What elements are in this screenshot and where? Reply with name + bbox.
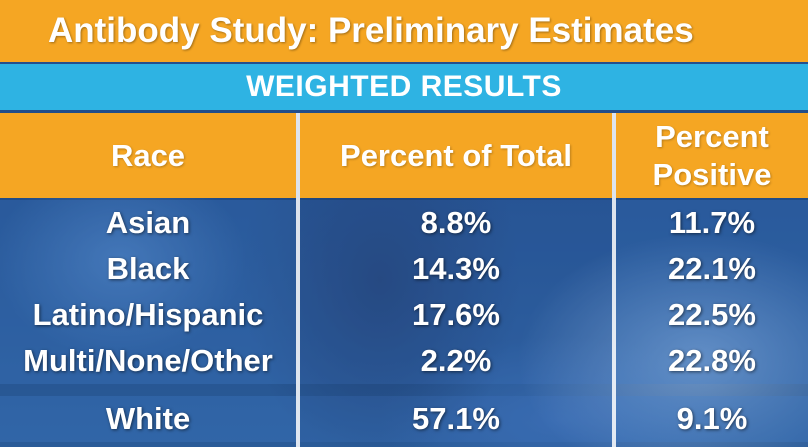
table-cell-percent-positive: 9.1% [616,396,808,442]
table-cell-percent-positive: 22.1% [616,246,808,292]
table-cell-percent-positive: 22.8% [616,338,808,384]
column-header-percent-of-total: Percent of Total [300,113,612,198]
table-cell-percent-positive: 22.5% [616,292,808,338]
table-cell-percent-of-total: 8.8% [300,200,612,246]
table-cell-percent-of-total: 57.1% [300,396,612,442]
column-divider [296,113,300,447]
table-cell-race: White [0,396,296,442]
column-header-race: Race [0,113,296,198]
column-header-percent-positive: Percent Positive [616,113,808,198]
table-cell-percent-positive: 11.7% [616,200,808,246]
table-cell-race: Multi/None/Other [0,338,296,384]
title-bar [0,0,808,62]
table-cell-percent-of-total: 2.2% [300,338,612,384]
subtitle-band [0,64,808,110]
column-divider [612,113,616,447]
table-cell-race: Asian [0,200,296,246]
table-cell-race: Black [0,246,296,292]
table-cell-percent-of-total: 17.6% [300,292,612,338]
table-cell-percent-of-total: 14.3% [300,246,612,292]
page-title: Antibody Study: Preliminary Estimates [48,11,694,50]
subtitle: WEIGHTED RESULTS [246,70,562,103]
table-cell-race: Latino/Hispanic [0,292,296,338]
